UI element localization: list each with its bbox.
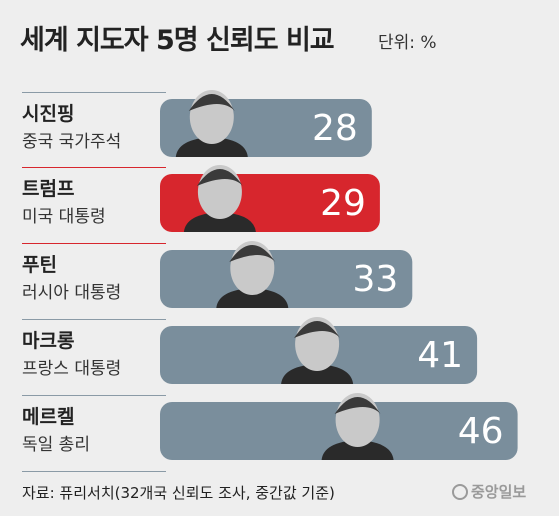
leader-name: 마크롱 — [22, 330, 75, 352]
logo-mark-icon — [452, 483, 468, 500]
leader-role: 러시아 대통령 — [22, 283, 122, 303]
leader-name: 메르켈 — [22, 406, 75, 428]
publisher-logo: 중앙일보 — [452, 481, 526, 502]
value-label-푸틴: 33 — [352, 259, 398, 300]
value-label-트럼프: 29 — [320, 183, 366, 224]
leader-role: 프랑스 대통령 — [22, 359, 122, 379]
chart-title: 세계 지도자 5명 신뢰도 비교 — [20, 25, 335, 56]
value-label-메르켈: 46 — [458, 411, 504, 452]
portrait-마크롱 — [281, 317, 354, 384]
value-label-시진핑: 28 — [312, 108, 358, 149]
row-divider — [22, 395, 166, 396]
logo-text: 중앙일보 — [471, 483, 527, 501]
row-divider — [22, 471, 166, 472]
bar-푸틴 — [160, 250, 413, 308]
row-divider — [22, 243, 166, 244]
leader-name: 트럼프 — [22, 178, 75, 200]
row-divider — [22, 92, 166, 93]
leader-name: 시진핑 — [22, 103, 75, 125]
portrait-트럼프 — [183, 165, 256, 232]
leader-role: 독일 총리 — [22, 435, 90, 455]
leader-role: 미국 대통령 — [22, 207, 106, 227]
leader-name: 푸틴 — [22, 254, 57, 276]
portrait-메르켈 — [321, 393, 394, 460]
value-label-마크롱: 41 — [417, 335, 463, 376]
portrait-푸틴 — [216, 241, 289, 308]
source-note: 자료: 퓨리서치(32개국 신뢰도 조사, 중간값 기준) — [22, 484, 335, 502]
leader-role: 중국 국가주석 — [22, 132, 122, 152]
row-divider — [22, 167, 166, 168]
row-divider — [22, 319, 166, 320]
portrait-시진핑 — [175, 90, 248, 157]
unit-label: 단위: % — [378, 33, 437, 53]
